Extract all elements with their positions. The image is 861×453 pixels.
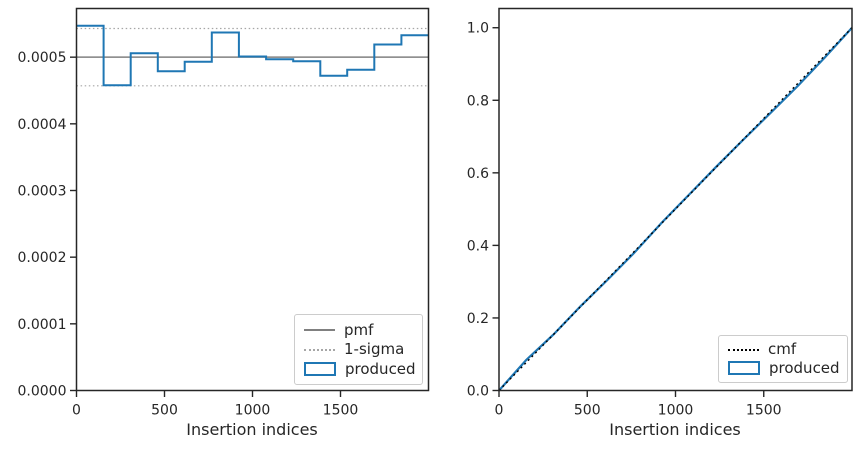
legend-item-1-sigma: 1-sigma <box>304 342 414 357</box>
left-legend: pmf 1-sigma produced <box>294 314 423 385</box>
legend-label-cmf: cmf <box>768 340 797 359</box>
y-tick-label: 0.0 <box>467 384 489 400</box>
y-tick-label: 0.6 <box>467 166 489 182</box>
x-tick-label: 1500 <box>746 403 782 419</box>
cmf-line-swatch-icon <box>728 348 759 351</box>
right-legend: cmf produced <box>718 335 848 383</box>
produced-series-line <box>76 24 429 87</box>
x-tick-label: 0 <box>495 403 504 419</box>
left-x-axis-label: Insertion indices <box>186 420 318 439</box>
sigma-line-swatch-icon <box>304 348 335 351</box>
cmf-series-line <box>498 27 853 391</box>
y-tick-label: 0.0000 <box>18 384 67 400</box>
x-tick-label: 1000 <box>235 403 271 419</box>
legend-item-produced-right: produced <box>728 358 840 377</box>
y-tick-label: 0.0002 <box>18 250 67 266</box>
x-tick-label: 0 <box>72 403 81 419</box>
y-tick-label: 0.8 <box>467 93 489 109</box>
legend-label-produced-right: produced <box>769 358 840 377</box>
axes-0: 0 500 1000 1500 0.0000 0.0001 0.0002 0.0003 0.00… <box>18 7 430 419</box>
y-tick-label: 0.0003 <box>18 184 67 200</box>
right-x-axis-label: Insertion indices <box>609 420 741 439</box>
produced-rect-swatch-icon <box>728 361 760 376</box>
legend-label-1-sigma: 1-sigma <box>344 340 405 358</box>
y-tick-label: 0.0004 <box>18 117 67 133</box>
x-tick-label: 500 <box>151 403 178 419</box>
legend-item-produced-left: produced <box>304 359 416 378</box>
axes-1: 0 500 1000 1500 0.0 0.2 0.4 0.6 0.8 1.0 <box>467 7 853 419</box>
legend-item-pmf: pmf <box>304 320 414 339</box>
legend-label-pmf: pmf <box>344 320 374 339</box>
y-tick-label: 1.0 <box>467 21 489 37</box>
legend-label-produced-left: produced <box>345 359 416 378</box>
axes-frame <box>498 7 853 392</box>
y-tick-label: 0.4 <box>467 238 489 254</box>
x-tick-label: 1500 <box>323 403 359 419</box>
y-tick-label: 0.2 <box>467 311 489 327</box>
x-tick-label: 1000 <box>658 403 694 419</box>
x-tick-label: 500 <box>574 403 601 419</box>
produced-rect-swatch-icon <box>304 362 336 376</box>
y-tick-label: 0.0001 <box>18 317 67 333</box>
pmf-line-swatch-icon <box>304 329 335 331</box>
y-tick-label: 0.0005 <box>18 50 67 66</box>
legend-item-cmf: cmf <box>728 342 839 357</box>
